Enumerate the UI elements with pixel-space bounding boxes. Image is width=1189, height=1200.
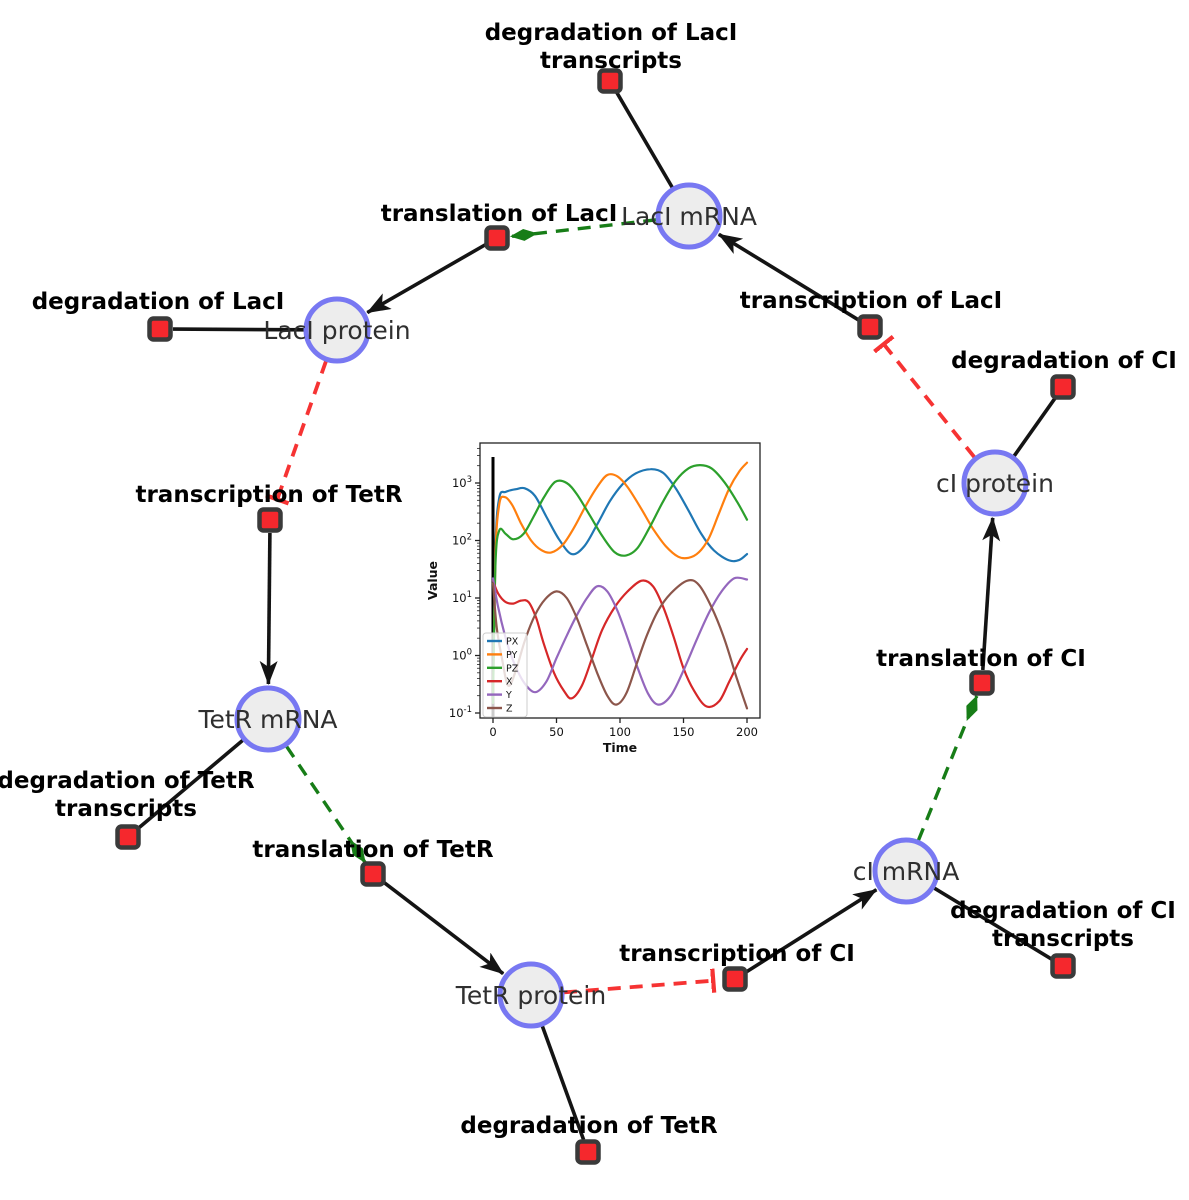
species-label-tetr_protein: TetR protein	[455, 981, 606, 1010]
reaction-node-tl_ci[interactable]	[969, 670, 995, 696]
chart-series-X	[491, 579, 749, 709]
reaction-node-tr_laci[interactable]	[857, 314, 883, 340]
reaction-label-tr_laci: transcription of LacI	[740, 288, 1003, 314]
species-label-tetr_mrna: TetR mRNA	[197, 705, 337, 734]
species-node-tetr_protein[interactable]	[497, 961, 565, 1029]
x-tick-label: 100	[609, 725, 631, 739]
edge-tetr_protein-deg_tetr	[540, 1025, 586, 1141]
species-label-ci_protein: cI protein	[936, 469, 1054, 498]
edge-tetr_mrna-tl_tetr	[285, 745, 367, 864]
reaction-label-tl_ci: translation of CI	[876, 646, 1086, 672]
edge-tr_ci-ci_mrna	[745, 888, 878, 974]
reaction-node-tr_tetr[interactable]	[257, 507, 283, 533]
x-tick-label: 50	[549, 725, 564, 739]
species-node-laci_protein[interactable]	[303, 296, 371, 364]
y-tick-label: 100	[452, 648, 472, 663]
reaction-label-tl_tetr: translation of TetR	[252, 837, 493, 863]
edge-tl_ci-ci_protein	[981, 516, 1001, 671]
x-axis-title: Time	[603, 740, 637, 755]
edge-laci_mrna-deg_laci_tx	[615, 91, 674, 189]
legend-label-Y: Y	[505, 690, 512, 701]
edge-ci_protein-deg_ci	[1012, 396, 1057, 458]
reaction-node-deg_laci_tx[interactable]	[597, 68, 623, 94]
reaction-node-deg_tetr_tx[interactable]	[115, 824, 141, 850]
edge-tetr_mrna-deg_tetr_tx	[136, 738, 244, 830]
reaction-node-tr_ci[interactable]	[722, 966, 748, 992]
labels-layer: degradation of LacI transcripts translatio…	[0, 20, 1177, 1139]
edge-laci_protein-deg_laci	[172, 327, 305, 332]
y-tick-label: 101	[452, 590, 472, 605]
chart-series-PY	[491, 461, 749, 704]
y-axis-title: Value	[425, 561, 440, 600]
legend-label-PY: PY	[506, 650, 518, 661]
reaction-node-deg_tetr[interactable]	[575, 1139, 601, 1165]
reaction-node-tl_tetr[interactable]	[360, 861, 386, 887]
edge-tr_laci-laci_mrna	[717, 232, 860, 322]
reaction-label-deg_ci: degradation of CI	[951, 348, 1177, 374]
edge-tr_tetr-tetr_mrna	[259, 532, 278, 685]
reaction-label-deg_tetr_tx: degradation of TetR transcripts	[0, 768, 255, 822]
reaction-label-deg_ci_tx: degradation of CI transcripts	[950, 898, 1176, 952]
x-tick-label: 200	[736, 725, 758, 739]
species-node-laci_mrna[interactable]	[655, 182, 723, 250]
chart-series-PX	[491, 468, 749, 704]
reaction-label-deg_laci_tx: degradation of LacI transcripts	[485, 20, 738, 74]
species-node-tetr_mrna[interactable]	[234, 685, 302, 753]
edge-tl_tetr-tetr_protein	[382, 880, 505, 976]
edge-laci_mrna-tl_laci	[509, 218, 657, 241]
species-label-laci_mrna: LacI mRNA	[621, 202, 757, 231]
reaction-node-deg_ci[interactable]	[1050, 374, 1076, 400]
reaction-label-tr_tetr: transcription of TetR	[135, 482, 402, 508]
nodes-layer	[115, 68, 1076, 1165]
edge-tl_laci-laci_protein	[366, 242, 487, 315]
edge-ci_mrna-tl_ci	[916, 695, 979, 842]
chart-series-Y	[491, 576, 749, 706]
plot-area	[491, 457, 749, 717]
x-tick-label: 0	[489, 725, 496, 739]
reaction-node-deg_laci[interactable]	[147, 316, 173, 342]
species-node-ci_mrna[interactable]	[872, 837, 940, 905]
y-tick-label: 103	[452, 475, 472, 490]
y-tick-label: 102	[452, 533, 472, 548]
edge-ci_mrna-deg_ci_tx	[933, 886, 1053, 961]
edge-tetr_protein-tr_ci	[563, 981, 713, 995]
edges-layer	[136, 91, 1057, 1141]
species-label-laci_protein: LacI protein	[263, 316, 410, 345]
species-node-ci_protein[interactable]	[961, 449, 1029, 517]
inset-chart: 10-1 100 101 102 103 0 50 100 150 200 Time Value PX P…	[423, 436, 773, 766]
reaction-label-tr_ci: transcription of CI	[619, 941, 855, 967]
legend-label-PX: PX	[506, 637, 519, 648]
legend-label-X: X	[506, 677, 513, 688]
reaction-label-tl_laci: translation of LacI	[381, 201, 618, 227]
timecourse-plot: 10-1 100 101 102 103 0 50 100 150 200 Time Value PX P…	[425, 442, 761, 755]
y-tick-label: 10-1	[449, 705, 472, 720]
x-tick-label: 150	[673, 725, 695, 739]
edge-ci_protein-tr_laci	[884, 344, 976, 459]
reaction-label-deg_tetr: degradation of TetR	[460, 1113, 717, 1139]
chart-series-PZ	[491, 463, 749, 704]
legend-label-PZ: PZ	[506, 663, 519, 674]
reaction-node-deg_ci_tx[interactable]	[1050, 953, 1076, 979]
legend-box	[482, 632, 528, 718]
reaction-node-tl_laci[interactable]	[484, 225, 510, 251]
edge-laci_protein-tr_tetr	[277, 360, 328, 499]
species-label-ci_mrna: cI mRNA	[853, 857, 960, 886]
legend-label-Z: Z	[506, 704, 513, 715]
reaction-label-deg_laci: degradation of LacI	[32, 289, 285, 315]
